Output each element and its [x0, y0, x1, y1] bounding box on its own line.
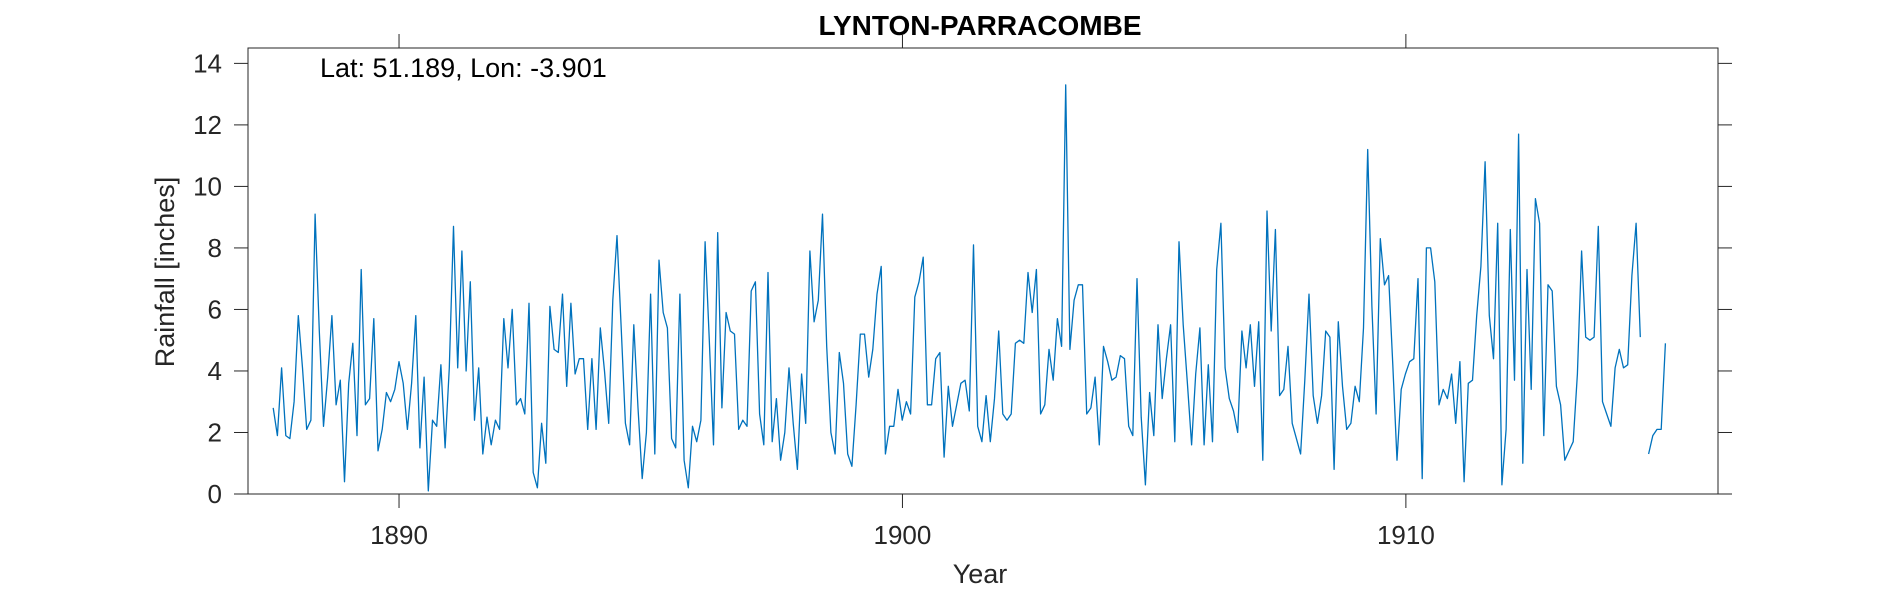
- y-tick-label: 10: [193, 171, 222, 201]
- y-tick-label: 6: [208, 294, 222, 324]
- y-tick-label: 0: [208, 479, 222, 509]
- y-tick-label: 12: [193, 110, 222, 140]
- x-axis-label: Year: [953, 559, 1008, 589]
- plot-area: [272, 84, 1667, 492]
- y-tick-label: 2: [208, 417, 222, 447]
- x-tick-label: 1900: [874, 520, 932, 550]
- x-tick-label: 1890: [370, 520, 428, 550]
- y-tick-label: 4: [208, 356, 222, 386]
- chart-title: LYNTON-PARRACOMBE: [818, 10, 1141, 41]
- location-annotation: Lat: 51.189, Lon: -3.901: [320, 53, 607, 83]
- y-tick-label: 14: [193, 48, 222, 78]
- series-line-0: [272, 84, 1641, 492]
- x-tick-label: 1910: [1377, 520, 1435, 550]
- y-axis-label: Rainfall [inches]: [150, 177, 180, 368]
- series-line-0: [1647, 343, 1667, 455]
- y-tick-label: 8: [208, 233, 222, 263]
- plot-frame: [247, 47, 1719, 495]
- axis-ticks: 0 2 4 6 8 10 12 14 1890 1900 1910: [193, 34, 1732, 550]
